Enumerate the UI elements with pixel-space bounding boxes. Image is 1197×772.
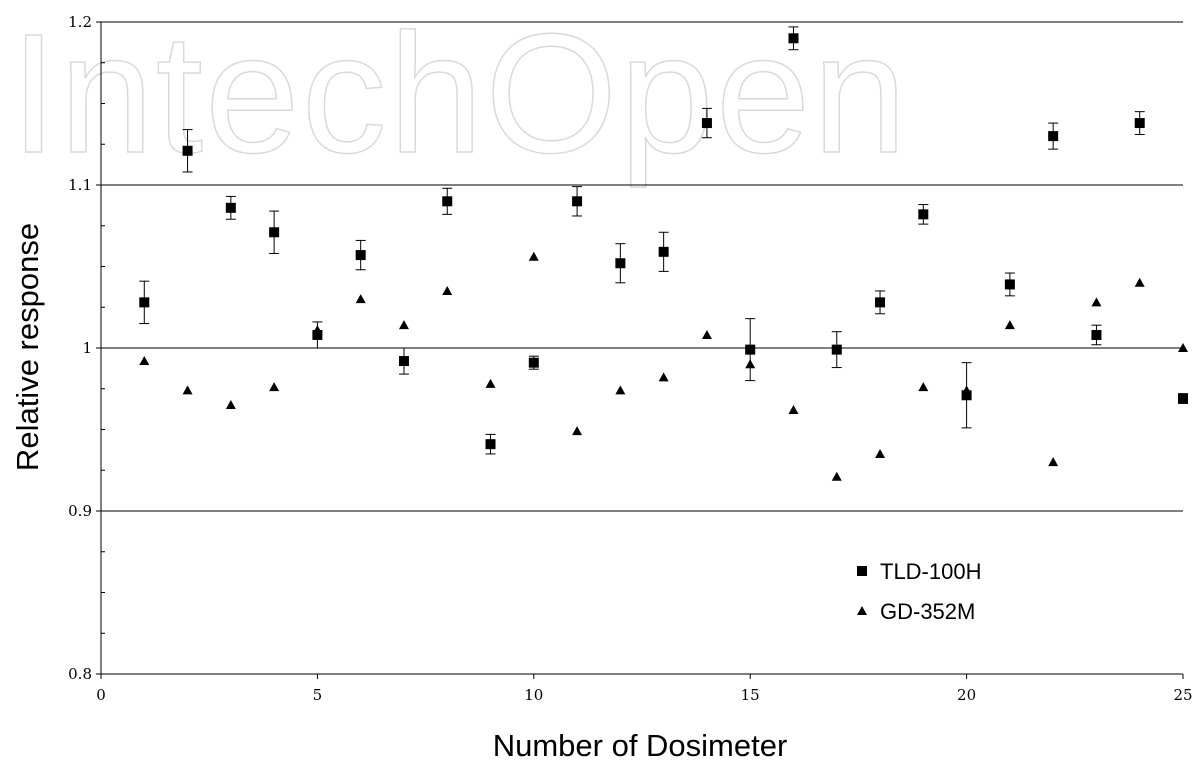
y-tick-label: 0.9 [68, 502, 92, 520]
gd-point [355, 294, 366, 304]
tld-point [442, 196, 453, 207]
tld-point [875, 297, 886, 308]
gd-point [485, 378, 496, 388]
tld-point [269, 227, 280, 238]
tld-point [745, 344, 756, 355]
ticks: 0.8 0.9 1 1.1 1.2 0 5 10 15 20 25 [68, 13, 1192, 704]
gd-point [139, 356, 150, 366]
gd-point [182, 385, 193, 395]
gd-point [269, 382, 280, 392]
gd-point [831, 471, 842, 481]
y-tick-label: 1.1 [68, 176, 92, 194]
tld-point [572, 196, 583, 207]
x-tick-label: 25 [1173, 686, 1192, 704]
gd-point [745, 359, 756, 369]
legend-label-gd: GD-352M [880, 599, 975, 624]
tld-point [225, 202, 236, 213]
gd-point [528, 251, 539, 261]
gd-point [788, 404, 799, 414]
tld-point [615, 258, 626, 269]
x-tick-label: 20 [957, 686, 976, 704]
gd-point [615, 385, 626, 395]
gd-point [225, 400, 236, 410]
tld-point [139, 297, 150, 308]
gd-point [312, 325, 323, 335]
tld-point [528, 357, 539, 368]
gd-point [1048, 457, 1059, 467]
tld-point [1048, 131, 1059, 142]
legend-label-tld: TLD-100H [880, 559, 981, 584]
tld-point [1004, 279, 1015, 290]
x-tick-label: 5 [313, 686, 323, 704]
gd-point [442, 285, 453, 295]
x-axis-title: Number of Dosimeter [493, 728, 788, 763]
gd-point [572, 426, 583, 436]
gd-point [1004, 320, 1015, 330]
tld-point [1134, 118, 1145, 129]
legend-marker-tld [857, 566, 867, 576]
x-tick-label: 0 [96, 686, 106, 704]
gd-point [875, 448, 886, 458]
tld-point [355, 250, 366, 261]
gd-point [1134, 277, 1145, 287]
gd-point [918, 382, 929, 392]
gd-point [398, 320, 409, 330]
tld-point [961, 390, 972, 401]
gd-point [961, 385, 972, 395]
y-axis-title: Relative response [10, 223, 45, 471]
y-tick-label: 0.8 [68, 665, 92, 683]
x-tick-label: 10 [524, 686, 543, 704]
y-tick-label: 1.2 [68, 13, 92, 31]
x-tick-label: 15 [741, 686, 760, 704]
tld-point [831, 344, 842, 355]
legend: TLD-100H GD-352M [857, 559, 981, 624]
watermark: IntechOpen [10, 0, 909, 189]
gd-point [1178, 343, 1188, 352]
gd-point [658, 372, 669, 382]
y-tick-label: 1 [82, 339, 92, 357]
tld-point [312, 329, 323, 340]
tld-point [918, 209, 929, 220]
tld-point [701, 118, 712, 129]
tld-point [182, 145, 193, 156]
series-layer [139, 26, 1188, 481]
gd-point [1091, 297, 1102, 307]
reference-lines [101, 21, 1183, 512]
tld-point [1178, 393, 1188, 404]
tld-point [398, 356, 409, 367]
gd-point [701, 329, 712, 339]
tld-point [485, 439, 496, 450]
tld-point [658, 246, 669, 257]
tld-point [788, 33, 799, 44]
legend-marker-gd [857, 606, 867, 615]
tld-point [1091, 329, 1102, 340]
